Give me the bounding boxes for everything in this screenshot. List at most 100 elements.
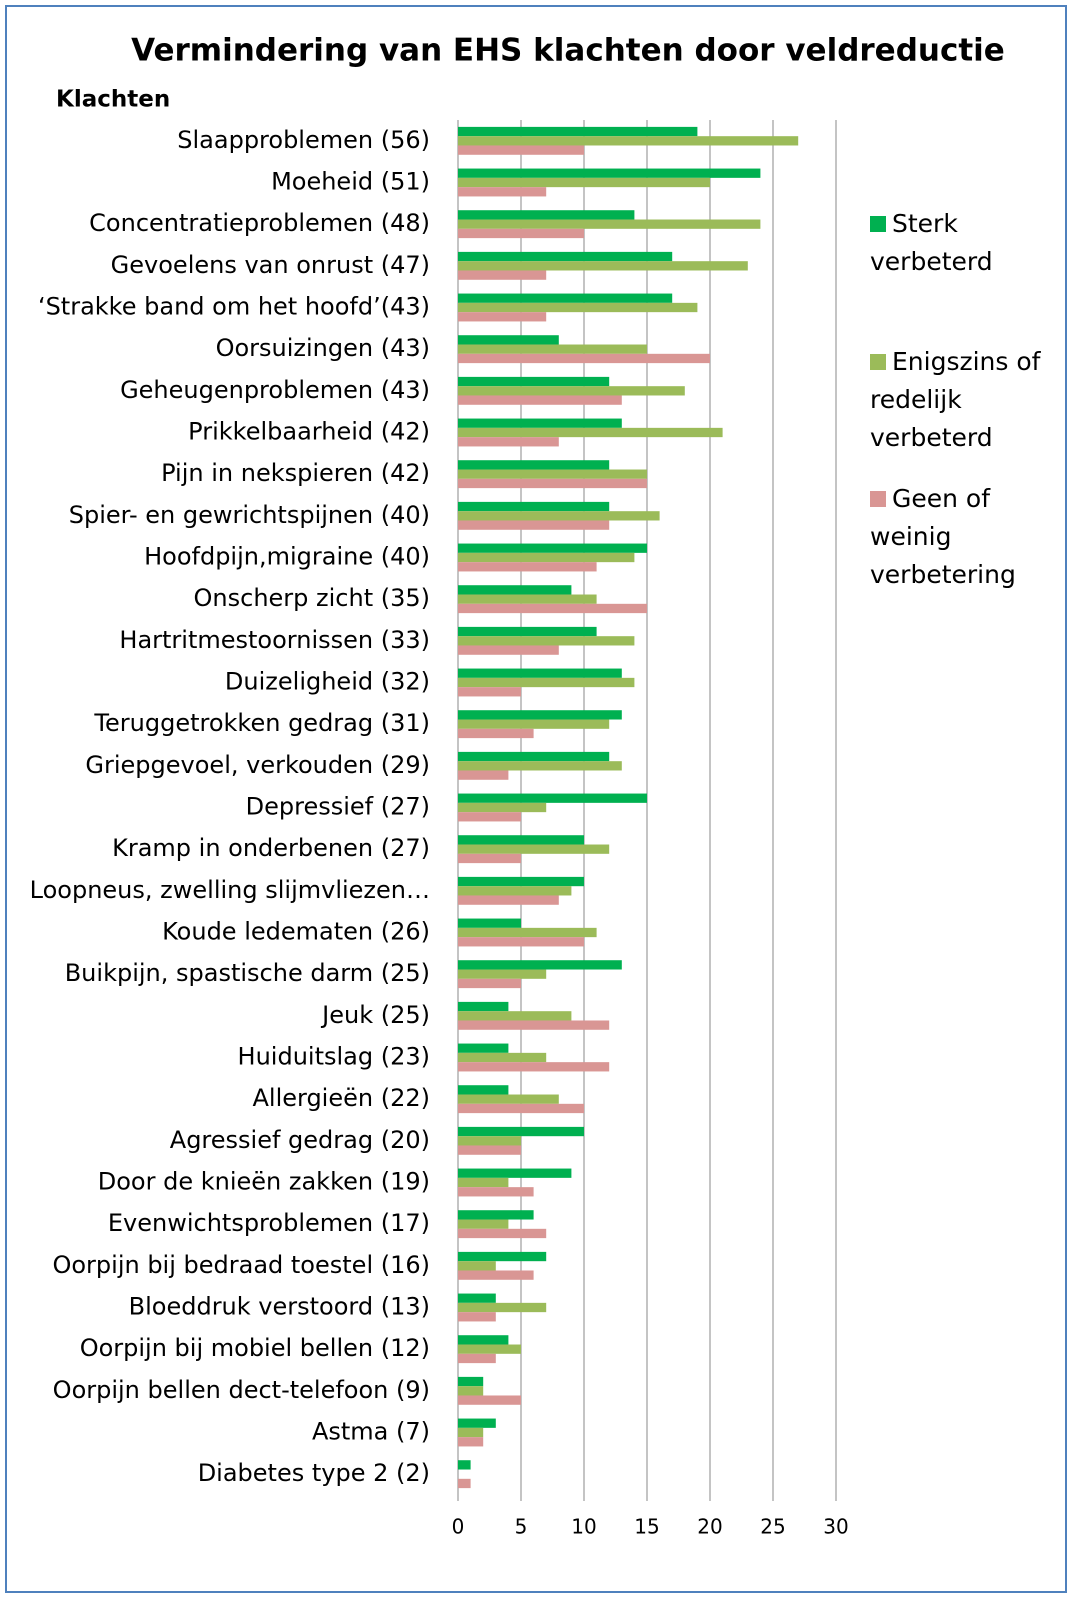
bar: [458, 552, 635, 563]
bar: [458, 594, 597, 604]
y-tick-label: Oorsuizingen (43): [216, 334, 430, 362]
bar: [458, 1251, 547, 1262]
bar: [458, 645, 559, 655]
bar: [458, 687, 521, 697]
bar: [458, 1210, 534, 1220]
bar: [458, 145, 584, 155]
bar: [458, 261, 748, 271]
y-tick-label: Huiduitslag (23): [238, 1043, 430, 1071]
bar: [458, 636, 635, 646]
legend-entry: Geen of weinig verbetering: [870, 480, 1045, 594]
bar: [458, 168, 761, 178]
y-tick-label: Agressief gedrag (20): [170, 1126, 430, 1154]
bar: [458, 1043, 509, 1053]
bar: [458, 1085, 509, 1095]
bar: [458, 1219, 509, 1229]
y-tick-label: Concentratieproblemen (48): [89, 209, 430, 237]
bar: [458, 1376, 484, 1387]
bar: [458, 1478, 471, 1489]
bar: [458, 895, 559, 905]
y-tick-label: Spier- en gewrichtspijnen (40): [69, 501, 430, 529]
bar: [458, 1460, 471, 1470]
bar: [458, 668, 622, 678]
bar: [458, 937, 584, 947]
y-tick-label: Griepgevoel, verkouden (29): [85, 751, 430, 779]
bar: [458, 793, 647, 803]
bar: [458, 511, 660, 521]
y-tick-label: Bloeddruk verstoord (13): [129, 1293, 430, 1321]
bar: [458, 1344, 521, 1354]
bar: [458, 1145, 521, 1155]
y-tick-label: Allergieën (22): [252, 1084, 430, 1112]
y-tick-label: Moeheid (51): [271, 168, 430, 196]
x-tick-label: 25: [760, 1515, 785, 1539]
legend-entry: Sterk verbeterd: [870, 205, 1045, 281]
y-tick-label: Gevoelens van onrust (47): [111, 251, 430, 279]
bar: [458, 1302, 547, 1313]
y-tick-label: Kramp in onderbenen (27): [112, 834, 430, 862]
bar: [458, 251, 673, 262]
bar: [458, 520, 610, 530]
y-tick-label: Evenwichtsproblemen (17): [108, 1209, 430, 1237]
bar: [458, 126, 698, 137]
bar: [458, 728, 534, 739]
bar: [458, 978, 521, 989]
bar: [458, 761, 622, 771]
bar: [458, 1001, 509, 1012]
bar: [458, 603, 647, 614]
bar: [458, 835, 584, 845]
legend-swatch: [870, 216, 886, 232]
bar: [458, 1386, 484, 1396]
bar: [458, 1437, 484, 1447]
bar: [458, 177, 710, 188]
bar: [458, 469, 647, 479]
x-tick-label: 30: [823, 1515, 848, 1539]
bar: [458, 969, 547, 979]
bar: [458, 710, 622, 720]
bar: [458, 376, 610, 387]
bar: [458, 478, 647, 489]
bar: [458, 136, 799, 146]
bar: [458, 501, 610, 512]
bar: [458, 1136, 521, 1146]
bar: [458, 1094, 559, 1104]
bar: [458, 302, 698, 313]
bar: [458, 1177, 509, 1188]
x-tick-label: 5: [515, 1515, 528, 1539]
y-tick-label: Hartritmestoornissen (33): [119, 626, 430, 654]
bar: [458, 812, 521, 822]
y-tick-label: Hoofdpijn,migraine (40): [144, 543, 430, 571]
bar: [458, 312, 547, 322]
legend-label: Geen of weinig verbetering: [870, 484, 1016, 589]
y-tick-label: Oorpijn bellen dect-telefoon (9): [53, 1376, 430, 1404]
y-tick-label: ‘Strakke band om het hoofd’(43): [38, 293, 430, 321]
bar: [458, 335, 559, 345]
bar: [458, 1427, 484, 1438]
bar: [458, 293, 673, 303]
bar: [458, 1395, 521, 1405]
legend-entry: Enigszins of redelijk verbeterd: [870, 343, 1045, 457]
bar: [458, 1335, 509, 1345]
bar: [458, 1270, 534, 1280]
bar: [458, 418, 622, 428]
bar: [458, 344, 647, 354]
y-tick-label: Oorpijn bij bedraad toestel (16): [52, 1251, 430, 1279]
bar: [458, 927, 597, 938]
bar: [458, 210, 635, 220]
y-tick-label: Oorpijn bij mobiel bellen (12): [80, 1334, 430, 1362]
bar: [458, 853, 521, 864]
bar: [458, 1126, 584, 1137]
bar: [458, 1020, 610, 1030]
bar: [458, 844, 610, 854]
y-tick-label: Onscherp zicht (35): [194, 584, 430, 612]
legend-label: Sterk verbeterd: [870, 209, 993, 276]
bar: [458, 751, 610, 762]
bar: [458, 187, 547, 197]
border: [5, 5, 1067, 1593]
bar: [458, 353, 710, 364]
bar: [458, 1062, 610, 1072]
y-tick-label: Prikkelbaarheid (42): [188, 418, 430, 446]
bar: [458, 719, 610, 729]
